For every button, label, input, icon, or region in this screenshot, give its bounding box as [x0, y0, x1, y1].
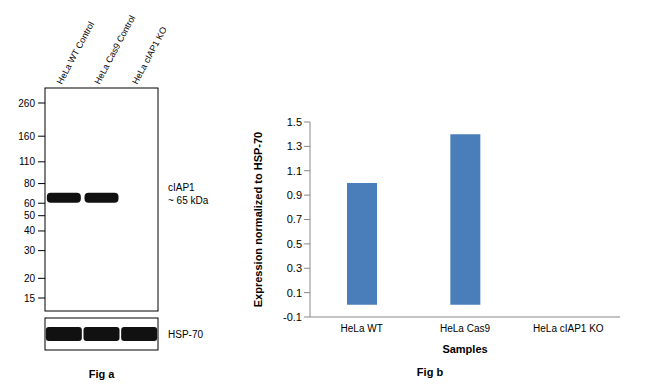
svg-text:HeLa cIAP1 KO: HeLa cIAP1 KO — [130, 25, 169, 86]
svg-text:0.9: 0.9 — [287, 189, 302, 201]
svg-text:0.3: 0.3 — [287, 262, 302, 274]
svg-text:60: 60 — [24, 198, 36, 209]
svg-text:0.5: 0.5 — [287, 238, 302, 250]
svg-text:40: 40 — [24, 225, 36, 236]
svg-text:Fig a: Fig a — [89, 368, 116, 380]
svg-text:1.3: 1.3 — [287, 140, 302, 152]
svg-text:160: 160 — [18, 131, 35, 142]
svg-text:20: 20 — [24, 273, 36, 284]
svg-text:15: 15 — [24, 293, 36, 304]
svg-text:HeLa WT: HeLa WT — [341, 323, 383, 334]
svg-text:HSP-70: HSP-70 — [168, 329, 203, 340]
svg-text:~ 65 kDa: ~ 65 kDa — [168, 195, 209, 206]
svg-text:80: 80 — [24, 178, 36, 189]
svg-text:1.5: 1.5 — [287, 116, 302, 128]
svg-text:cIAP1: cIAP1 — [168, 182, 195, 193]
svg-text:Samples: Samples — [442, 343, 487, 355]
svg-text:HeLa Cas9: HeLa Cas9 — [440, 323, 490, 334]
svg-text:260: 260 — [18, 98, 35, 109]
svg-text:HeLa WT Control: HeLa WT Control — [55, 20, 96, 86]
svg-text:HeLa cIAP1 KO: HeLa cIAP1 KO — [533, 323, 604, 334]
svg-text:30: 30 — [24, 245, 36, 256]
svg-text:50: 50 — [24, 210, 36, 221]
svg-text:0.1: 0.1 — [287, 287, 302, 299]
svg-text:0.7: 0.7 — [287, 213, 302, 225]
svg-text:HeLa Cas9 Control: HeLa Cas9 Control — [92, 14, 137, 86]
svg-text:Expression normalized to HSP-7: Expression normalized to HSP-70 — [252, 132, 264, 307]
html-text:Fig b: Fig b — [416, 366, 444, 378]
svg-text:1.1: 1.1 — [287, 165, 302, 177]
svg-text:-0.1: -0.1 — [283, 311, 302, 323]
svg-text:110: 110 — [19, 156, 35, 167]
